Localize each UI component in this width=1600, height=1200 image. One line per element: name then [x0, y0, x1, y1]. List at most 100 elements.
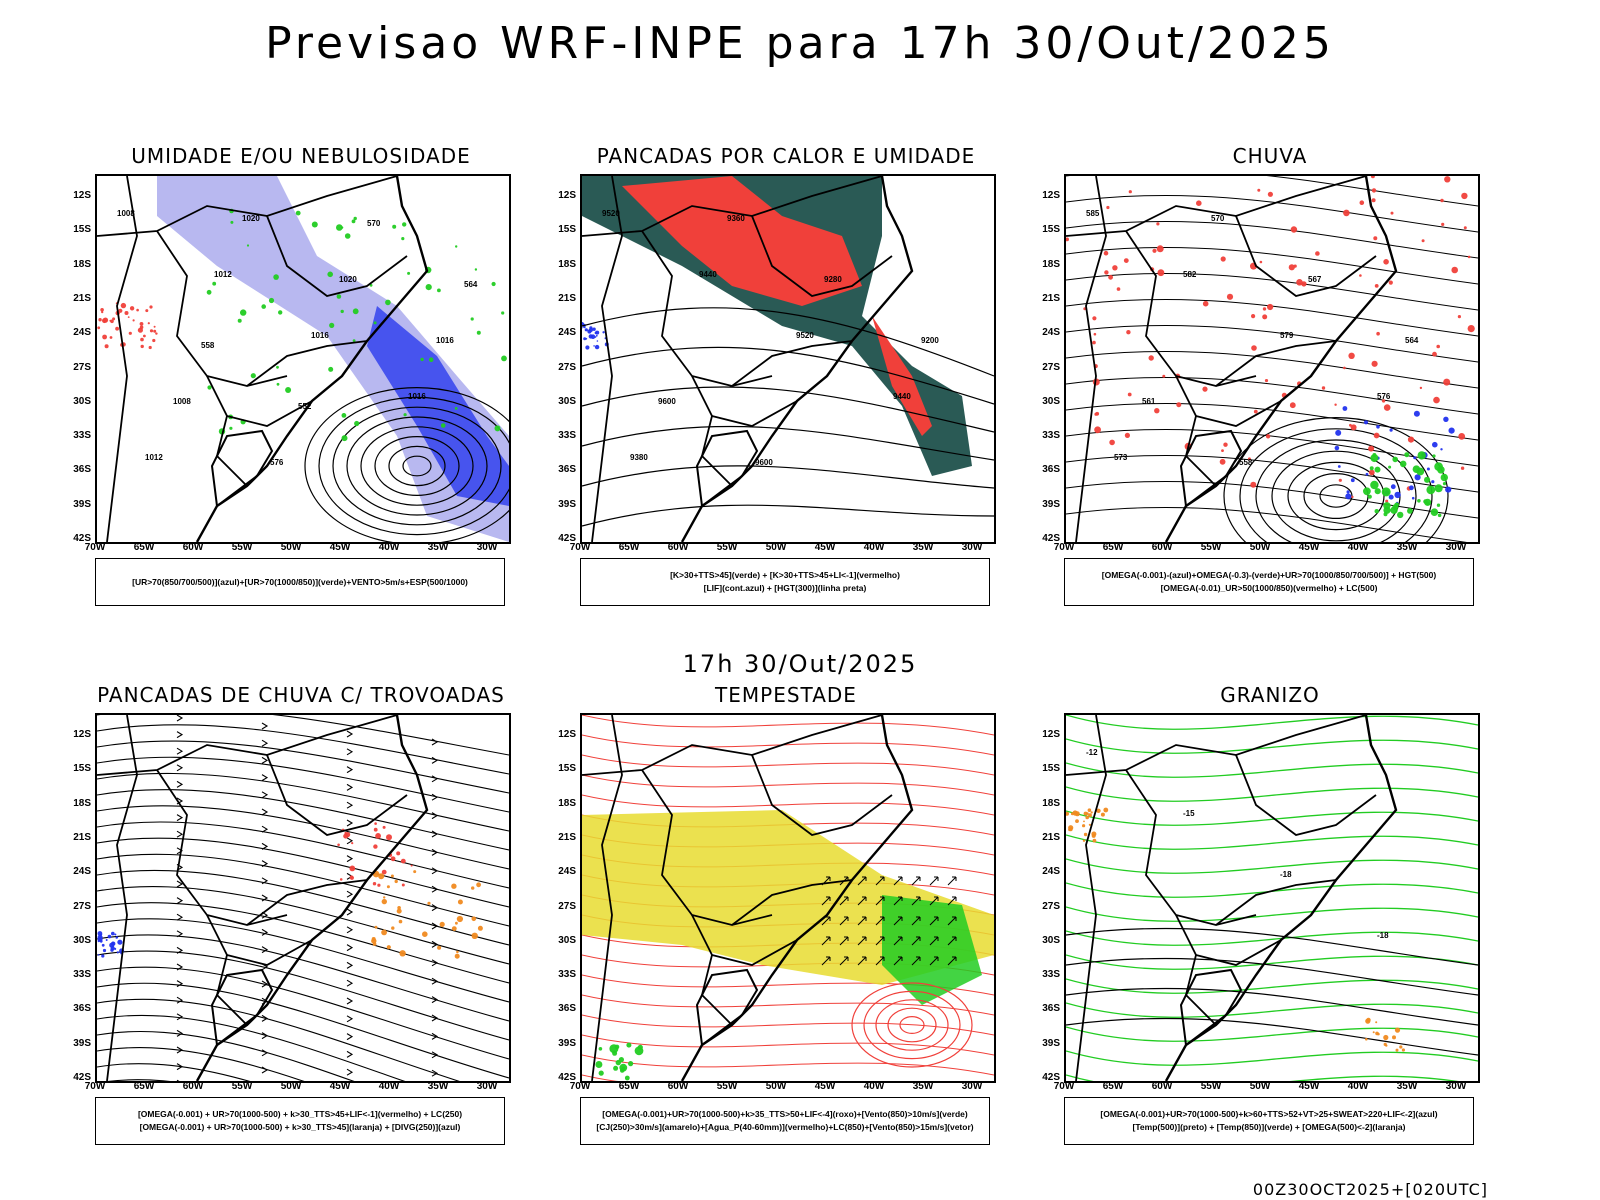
temp850-contour: [1066, 858, 1478, 874]
rain-area: [1388, 494, 1394, 500]
wind-vector: [947, 956, 957, 966]
streamline-arrow: [176, 830, 184, 838]
longitude-tick: 40W: [378, 542, 400, 553]
streamline-arrow: [176, 897, 184, 905]
longitude-tick: 30W: [1445, 542, 1467, 553]
streamline-arrow: [346, 979, 354, 987]
rain-area: [1370, 480, 1379, 490]
longitude-tick: 65W: [618, 542, 640, 553]
low-humidity-contour: [340, 309, 344, 314]
streamline-arrow: [431, 996, 439, 1004]
isobar: [318, 396, 509, 536]
contour-label: 1016: [408, 392, 426, 401]
storm-area: [381, 929, 387, 936]
rain-area: [1371, 188, 1377, 193]
latitude-tick: 18S: [73, 258, 91, 270]
rain-area: [1467, 255, 1471, 259]
storm-area: [390, 874, 394, 878]
rain-area: [1264, 379, 1269, 383]
lc-contour: [863, 990, 961, 1060]
low-humidity-contour: [454, 407, 458, 410]
streamline-arrow: [261, 980, 269, 988]
wind-vector: [857, 896, 867, 906]
isobar: [346, 416, 488, 516]
omega-area: [1083, 820, 1085, 823]
omega-area: [1365, 1037, 1368, 1041]
low-humidity-contour: [352, 308, 359, 315]
streamline-arrow: [176, 747, 184, 755]
divergence-area: [105, 939, 108, 941]
water-contour: [582, 715, 994, 736]
contour-label: 1016: [311, 331, 329, 340]
wind-area: [614, 1044, 620, 1050]
rain-area: [1251, 345, 1257, 351]
height-contour: [1287, 461, 1385, 531]
forecast-map: -12 -15 -18 -18: [1064, 713, 1480, 1083]
wind-vector: [875, 936, 885, 946]
isobar: [360, 426, 474, 506]
streamline: [97, 756, 509, 813]
rain-area: [1363, 487, 1371, 496]
latitude-tick: 42S: [558, 1072, 576, 1083]
lif-contour: [595, 330, 600, 335]
streamline-arrow: [346, 944, 354, 952]
country-border: [1235, 215, 1377, 297]
latitude-tick: 12S: [558, 190, 576, 201]
rain-area: [1376, 331, 1380, 336]
wind-vector: [929, 876, 939, 886]
thickness-contour: [139, 325, 144, 330]
streamline-arrow: [431, 940, 439, 948]
rain-area: [1162, 374, 1166, 378]
streamline: [97, 1063, 251, 1081]
country-border: [210, 429, 274, 508]
latitude-tick: 27S: [73, 900, 91, 912]
rain-area: [1092, 340, 1096, 345]
storm-area: [375, 833, 381, 839]
storm-area: [397, 906, 401, 910]
contour-label: 9200: [921, 336, 939, 345]
height-contour: [1066, 220, 1478, 259]
wind-vector: [893, 876, 903, 886]
omega-area: [1091, 833, 1096, 838]
rain-area: [1440, 448, 1443, 451]
thickness-contour: [127, 316, 130, 318]
streamline: [97, 1031, 355, 1081]
low-humidity-contour: [455, 245, 458, 248]
longitude-tick: 45W: [814, 1081, 836, 1092]
legend-line: [UR>70(850/700/500)](azul)+[UR>70(1000/8…: [132, 576, 468, 587]
latitude-tick: 36S: [73, 464, 91, 476]
rain-area: [1467, 325, 1475, 333]
low-humidity-contour: [385, 299, 391, 306]
height-contour: [1255, 439, 1417, 542]
longitude-tick: 35W: [427, 542, 449, 553]
low-humidity-contour: [491, 281, 496, 287]
omega-area: [1092, 838, 1097, 843]
temp850-contour: [1066, 954, 1478, 970]
storm-area: [391, 926, 395, 930]
omega-area: [1385, 1044, 1388, 1047]
rain-area: [1367, 494, 1372, 499]
latitude-tick: 30S: [1042, 395, 1060, 407]
rain-area: [1440, 198, 1444, 203]
longitude-tick: 65W: [1102, 542, 1124, 553]
storm-area: [396, 908, 402, 914]
omega-area: [1100, 812, 1105, 817]
panel-title: UMIDADE E/OU NEBULOSIDADE: [131, 144, 471, 168]
contour-label: 582: [1183, 270, 1197, 279]
latitude-tick: 33S: [73, 430, 91, 442]
contour-label: 558: [201, 341, 215, 350]
storm-area: [457, 899, 463, 905]
contour-label: 1020: [242, 214, 260, 223]
water-contour: [582, 794, 994, 816]
latitude-tick: 42S: [1042, 1072, 1060, 1083]
legend-line: [OMEGA(-0.001)-(azul)+OMEGA(-0.3)-(verde…: [1101, 570, 1437, 580]
latitude-tick: 27S: [1042, 900, 1060, 912]
rain-area: [1262, 314, 1268, 320]
lif-contour: [584, 328, 588, 332]
country-border: [591, 715, 623, 1081]
forecast-map: [95, 713, 511, 1083]
streamline-arrow: [261, 739, 269, 747]
country-border: [591, 176, 623, 542]
wind-vector: [821, 936, 831, 946]
wind-vector: [839, 916, 849, 926]
